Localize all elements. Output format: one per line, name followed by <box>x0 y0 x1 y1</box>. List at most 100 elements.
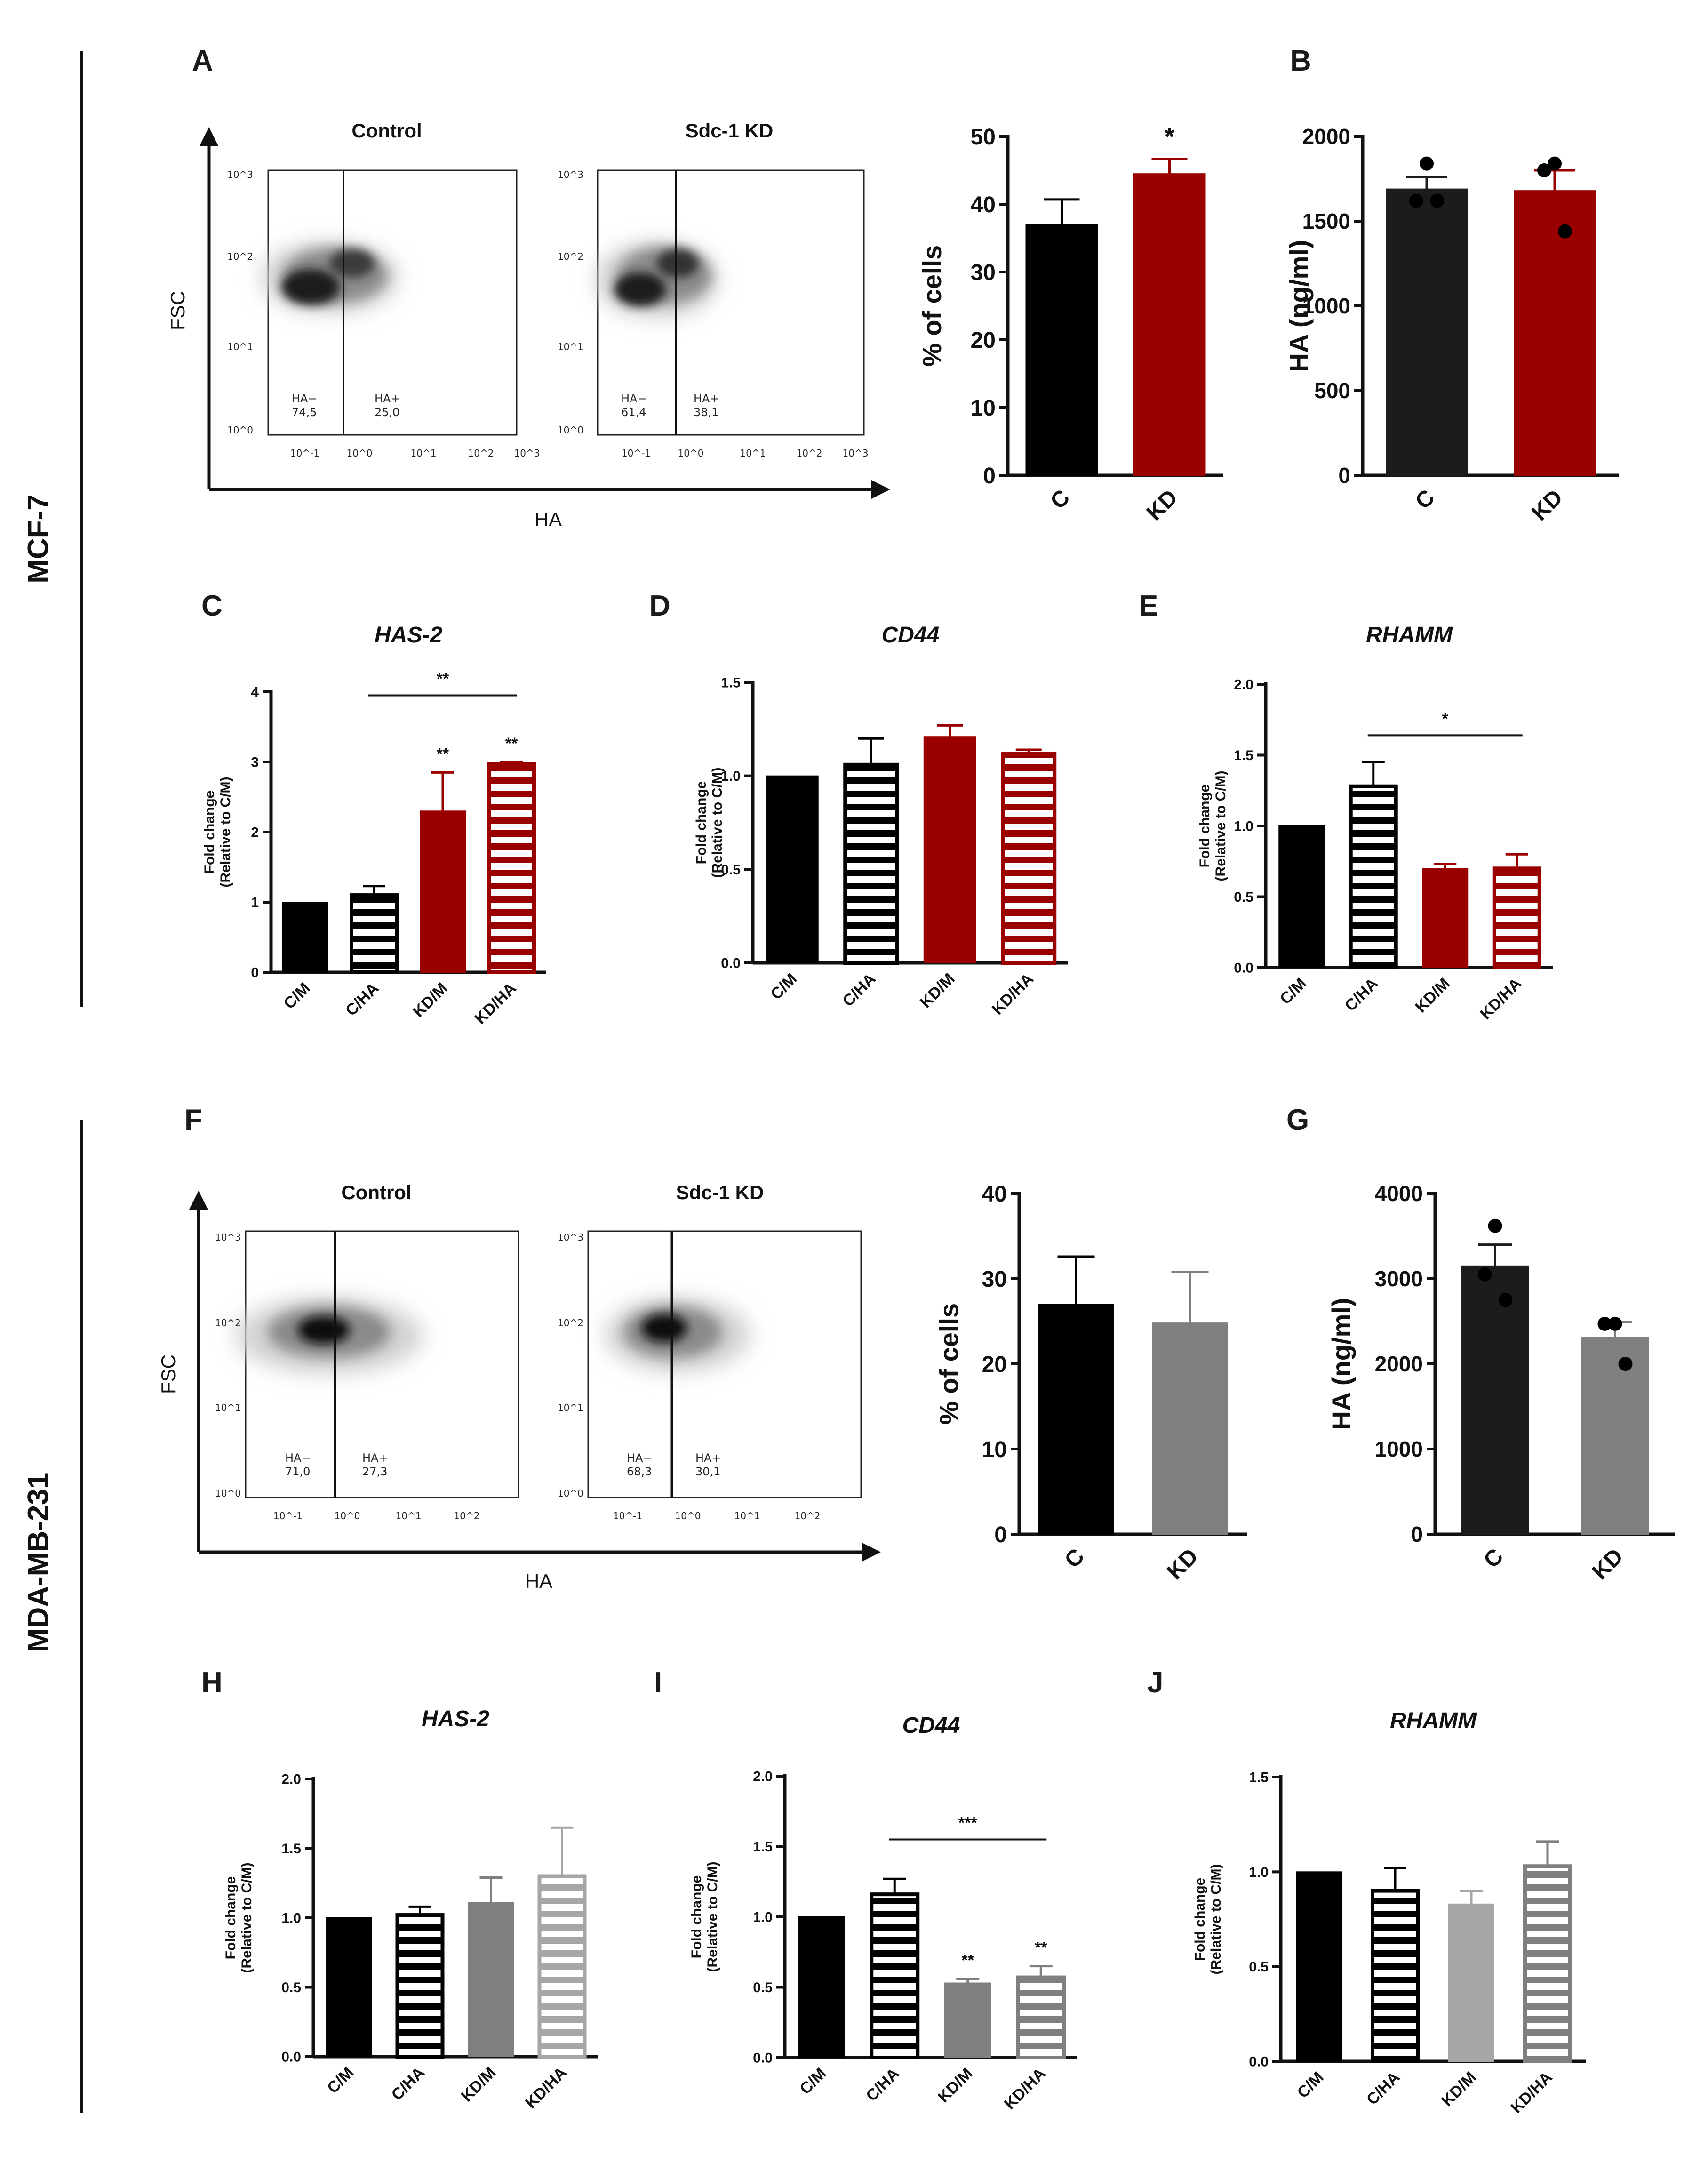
data-point <box>1409 193 1423 208</box>
flow-y-tick-label: 10^3 <box>215 1232 241 1243</box>
row-label-mdamb231: MDA-MB-231 <box>22 1473 55 1652</box>
chart-b: 0 500 1000 1500 2000 HA (ng/ml) C KD <box>1284 124 1619 526</box>
x-tick-label: C <box>1479 1544 1508 1573</box>
flow-gate-right-label: HA+ <box>694 392 719 405</box>
flow-x-tick-label: 10^2 <box>797 448 822 459</box>
chart-h: 0.0 0.5 1.0 1.5 2.0 Fold change(Relative to C… <box>223 1706 598 2112</box>
flow-x-tick-label: 10^2 <box>454 1510 480 1522</box>
chart-title: HAS-2 <box>375 623 442 648</box>
y-tick-label: 3 <box>251 755 259 770</box>
y-tick-label: 2.0 <box>1234 677 1253 693</box>
flow-x-ticks: 10^-1 10^0 10^1 10^2 <box>613 1510 821 1522</box>
flow-x-tick-label: 10^1 <box>734 1510 760 1522</box>
data-point <box>1548 156 1562 171</box>
chart-a-bar: 0 10 20 30 40 50 % of cells C KD * <box>917 122 1223 526</box>
y-tick-label: 30 <box>971 260 996 285</box>
x-tick-label: C/M <box>767 970 800 1003</box>
flow-y-ticks: 10^0 10^1 10^2 10^3 <box>558 169 583 436</box>
flow-y-tick-label: 10^3 <box>558 169 583 180</box>
flow-gate-left-label: HA− <box>285 1451 311 1465</box>
flow-gate-right-value: 30,1 <box>695 1465 720 1478</box>
y-tick-label: 1.0 <box>1234 819 1253 834</box>
bar <box>1152 1322 1228 1535</box>
bar <box>1001 751 1057 965</box>
bar <box>944 1982 991 2058</box>
flow-a-kd-plot: Sdc-1 KD HA− 61,4 HA+ 38,1 10^0 10^1 10^… <box>558 120 868 459</box>
data-point <box>1477 1267 1492 1282</box>
flow-y-ticks: 10^0 10^1 10^2 10^3 <box>227 169 253 436</box>
panel-letter-c: C <box>201 590 223 622</box>
y-axis-label-line: (Relative to C/M) <box>218 777 233 887</box>
flow-x-tick-label: 10^-1 <box>613 1510 642 1522</box>
data-point <box>1558 224 1572 239</box>
flow-a-x-label: HA <box>535 508 562 530</box>
y-tick-label: 0.0 <box>1234 961 1253 976</box>
chart-c: 0 1 2 3 4 Fold change(Relative to C/M) HAS-2 C/… <box>202 623 546 1028</box>
data-point <box>1608 1316 1622 1331</box>
bar <box>1349 784 1398 969</box>
flow-y-ticks: 10^0 10^1 10^2 10^3 <box>558 1232 583 1499</box>
bar <box>1514 190 1596 476</box>
flow-y-tick-label: 10^0 <box>227 425 253 436</box>
x-tick-label: KD <box>1142 485 1182 525</box>
panel-letter-e: E <box>1139 590 1158 622</box>
flow-plot-title: Control <box>351 120 422 142</box>
flow-y-tick-label: 10^3 <box>227 169 253 180</box>
y-tick-label: 0.0 <box>753 2051 773 2066</box>
flow-a-y-arrowhead <box>200 127 218 146</box>
x-tick-label: KD <box>1162 1544 1203 1584</box>
chart-j: 0.0 0.5 1.0 1.5 Fold change(Relative to C/M)… <box>1192 1708 1586 2117</box>
data-point <box>1488 1218 1502 1233</box>
y-axis-label-line: Fold change <box>694 781 709 865</box>
flow-x-tick-label: 10^0 <box>347 448 373 459</box>
y-tick-label: 30 <box>982 1267 1007 1292</box>
flow-f-x-label: HA <box>525 1570 552 1592</box>
y-axis-label-line: (Relative to C/M) <box>239 1862 255 1973</box>
flow-density-blob <box>235 1297 423 1374</box>
bar <box>1523 1864 1572 2064</box>
x-tick-label: C/M <box>280 979 314 1013</box>
data-point <box>1618 1357 1633 1371</box>
y-tick-label: 4 <box>251 685 259 700</box>
bar <box>282 902 328 973</box>
bar <box>1133 173 1206 476</box>
flow-y-tick-label: 10^1 <box>558 1402 583 1413</box>
flow-gate-left-label: HA− <box>627 1451 653 1465</box>
y-tick-label: 3000 <box>1375 1266 1423 1291</box>
flow-x-tick-label: 10^0 <box>678 448 704 459</box>
flow-x-tick-label: 10^3 <box>514 448 540 459</box>
flow-gate-right-value: 38,1 <box>694 406 718 419</box>
chart-title: CD44 <box>882 623 940 648</box>
panel-letter-h: H <box>201 1666 223 1699</box>
y-axis-label-line: Fold change <box>1197 785 1213 868</box>
y-tick-label: 1.0 <box>1249 1865 1269 1880</box>
y-tick-label: 1.5 <box>281 1841 301 1857</box>
flow-gate-right-label: HA+ <box>362 1451 388 1465</box>
y-axis-label-line: (Relative to C/M) <box>710 767 725 878</box>
y-tick-label: 2 <box>251 825 259 841</box>
bar <box>420 810 466 973</box>
flow-gate-left-value: 74,5 <box>292 406 317 419</box>
y-tick-label: 0 <box>1338 463 1350 488</box>
x-tick-label: KD/HA <box>1508 2068 1556 2117</box>
bar <box>537 1874 587 2059</box>
flow-density-blob <box>605 1297 750 1372</box>
chart-d: 0.0 0.5 1.0 1.5 Fold change(Relative to C/M)… <box>694 623 1068 1018</box>
bar <box>1448 1903 1494 2062</box>
flow-y-tick-label: 10^0 <box>558 1488 583 1499</box>
flow-x-ticks: 10^-1 10^0 10^1 10^2 <box>273 1510 480 1522</box>
flow-gate-right-value: 27,3 <box>362 1465 387 1478</box>
flow-f-kd-plot: Sdc-1 KD HA− 68,3 HA+ 30,1 10^0 10^1 10^… <box>558 1181 862 1522</box>
flow-gate-right-label: HA+ <box>375 392 400 405</box>
flow-x-tick-label: 10^1 <box>411 448 437 459</box>
flow-panel-f: FSC HA Control HA− 71,0 HA+ 27,3 10^0 10… <box>157 1181 881 1592</box>
flow-y-tick-label: 10^1 <box>558 341 583 352</box>
x-tick-label: C/HA <box>862 2065 903 2105</box>
bar <box>468 1902 514 2058</box>
y-tick-label: 0 <box>251 965 259 981</box>
x-tick-label: KD/M <box>1412 975 1453 1016</box>
flow-a-control-plot: Control HA− 74,5 HA+ 25,0 10^0 10^1 10^2… <box>227 120 540 459</box>
flow-density-blob <box>261 242 398 313</box>
significance-marker: ** <box>1035 1939 1047 1957</box>
x-tick-label: C <box>1060 1544 1089 1573</box>
